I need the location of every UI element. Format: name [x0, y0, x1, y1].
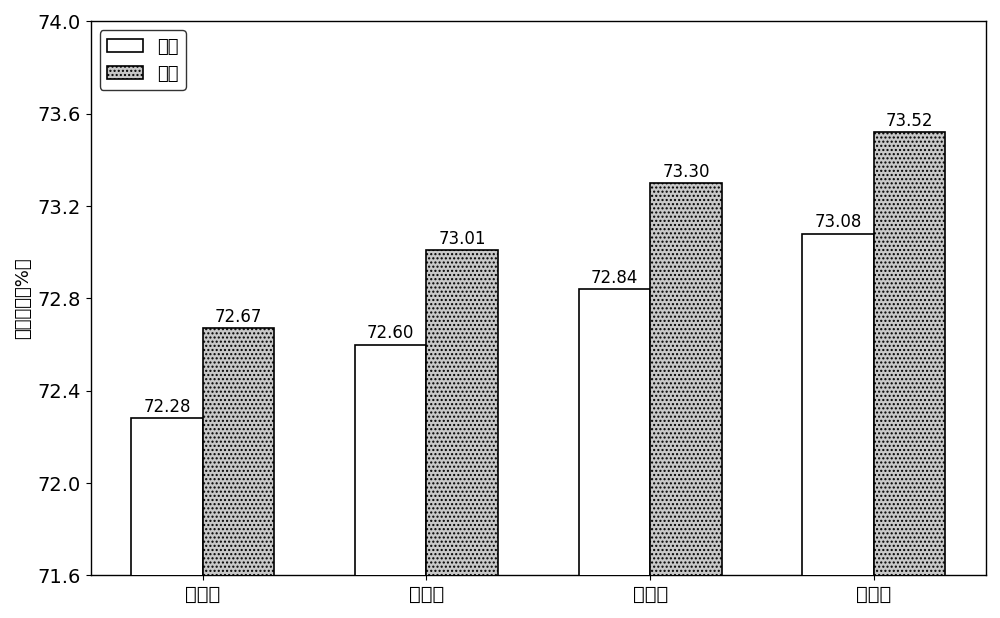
- Y-axis label: 转鼓强度（%）: 转鼓强度（%）: [14, 258, 32, 339]
- Bar: [802, 234, 874, 618]
- Bar: [650, 183, 722, 618]
- Text: 73.08: 73.08: [814, 213, 862, 232]
- Text: 72.67: 72.67: [215, 308, 262, 326]
- Bar: [874, 132, 945, 618]
- Text: 73.01: 73.01: [439, 230, 486, 248]
- Bar: [426, 250, 498, 618]
- Bar: [203, 328, 274, 618]
- Bar: [579, 289, 650, 618]
- Text: 72.60: 72.60: [367, 324, 414, 342]
- Text: 73.52: 73.52: [886, 112, 933, 130]
- Text: 72.28: 72.28: [143, 398, 191, 416]
- Text: 72.84: 72.84: [591, 269, 638, 287]
- Bar: [355, 345, 426, 618]
- Legend: 一档, 二档: 一档, 二档: [100, 30, 186, 90]
- Text: 73.30: 73.30: [662, 163, 710, 180]
- Bar: [131, 418, 203, 618]
